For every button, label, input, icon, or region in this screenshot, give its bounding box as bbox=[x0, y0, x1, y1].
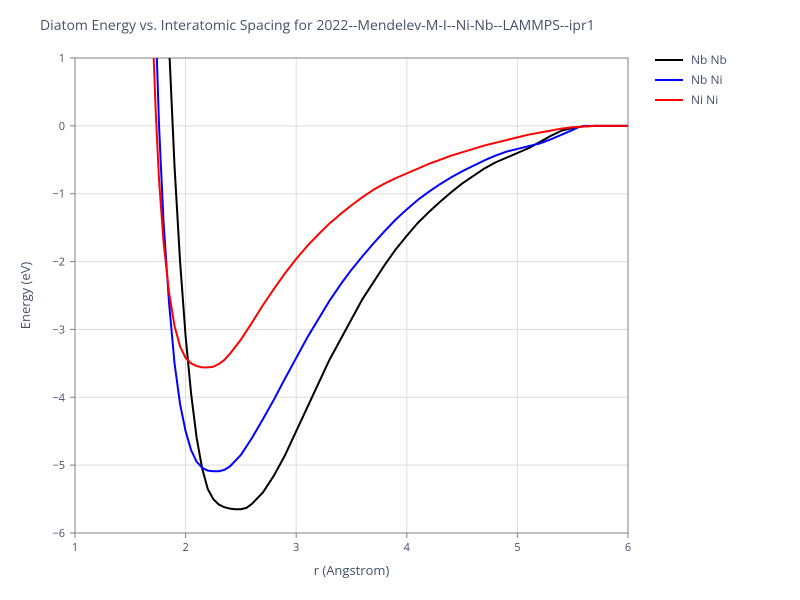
legend-label: Nb Ni bbox=[691, 71, 723, 88]
x-axis-label: r (Angstrom) bbox=[314, 561, 390, 579]
chart-title: Diatom Energy vs. Interatomic Spacing fo… bbox=[40, 16, 595, 35]
legend-label: Ni Ni bbox=[691, 91, 718, 108]
y-tick-label: −4 bbox=[52, 390, 65, 405]
x-tick-label: 2 bbox=[182, 540, 188, 555]
y-tick-label: −2 bbox=[52, 255, 65, 270]
x-tick-label: 1 bbox=[72, 540, 78, 555]
y-axis-label: Energy (eV) bbox=[16, 262, 34, 330]
chart-canvas: Diatom Energy vs. Interatomic Spacing fo… bbox=[0, 0, 800, 600]
y-tick-label: −5 bbox=[52, 458, 65, 473]
potential-energy-chart: Diatom Energy vs. Interatomic Spacing fo… bbox=[0, 0, 800, 600]
x-tick-label: 4 bbox=[404, 540, 411, 555]
y-tick-label: 0 bbox=[59, 119, 65, 134]
legend-label: Nb Nb bbox=[691, 51, 727, 68]
y-tick-label: −3 bbox=[52, 322, 65, 337]
x-tick-label: 6 bbox=[625, 540, 631, 555]
x-tick-label: 3 bbox=[293, 540, 299, 555]
x-tick-label: 5 bbox=[514, 540, 520, 555]
y-tick-label: −1 bbox=[52, 187, 65, 202]
y-tick-label: 1 bbox=[59, 51, 65, 66]
y-tick-label: −6 bbox=[52, 526, 65, 541]
